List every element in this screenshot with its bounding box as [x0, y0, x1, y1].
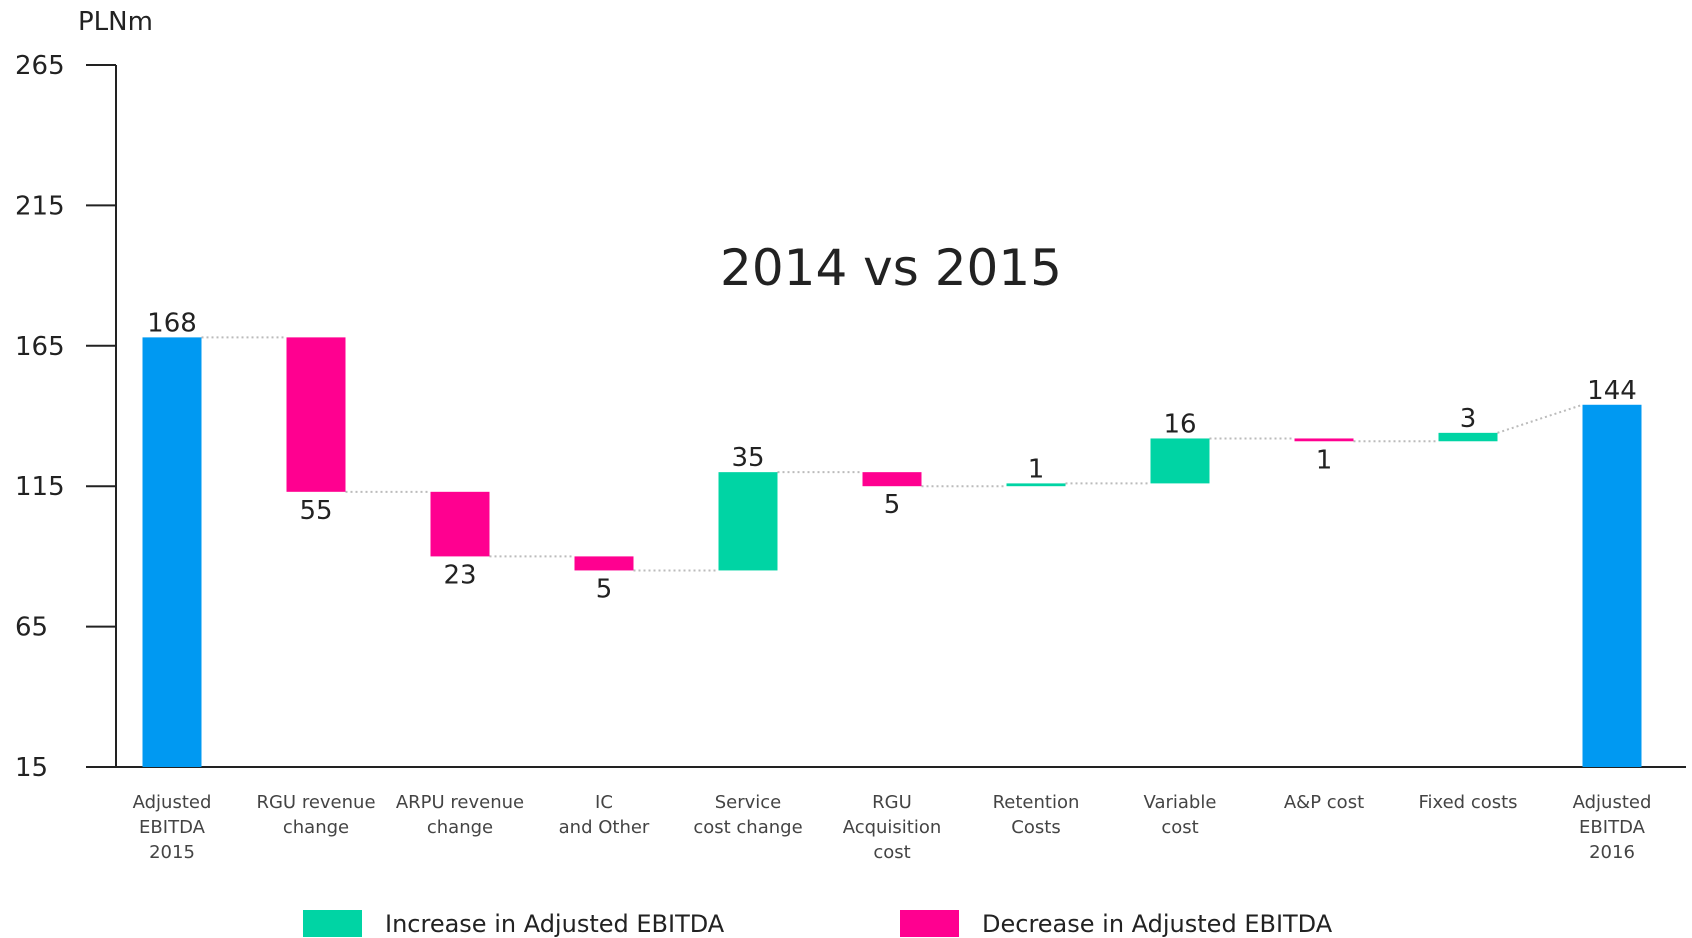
x-tick-label: Service cost change [693, 792, 802, 838]
bar [142, 337, 202, 767]
x-tick-label: Adjusted EBITDA 2016 [1573, 792, 1652, 863]
x-tick-label-line: IC [595, 792, 613, 813]
x-tick-label: A&P cost [1284, 792, 1364, 813]
y-tick-label: 265 [15, 51, 65, 81]
legend-label: Decrease in Adjusted EBITDA [982, 910, 1333, 938]
x-tick-label-line: Adjusted [1573, 792, 1652, 813]
bar [1006, 483, 1066, 487]
x-tick-label-line: cost [873, 842, 910, 863]
x-tick-label: ARPU revenue change [396, 792, 524, 838]
x-tick-label-line: 2015 [149, 842, 195, 863]
x-tick-label-line: Acquisition [843, 817, 942, 838]
y-tick-label: 15 [15, 753, 48, 783]
bar [1150, 438, 1210, 484]
x-tick-label-line: change [427, 817, 493, 838]
y-tick-label: 65 [15, 613, 48, 643]
x-tick-label-line: Adjusted [133, 792, 212, 813]
y-tick-label: 215 [15, 191, 65, 221]
bar [862, 472, 922, 487]
bar [430, 491, 490, 557]
x-tick-label-line: Retention [993, 792, 1080, 813]
x-tick-label-line: EBITDA [1579, 817, 1646, 838]
bar [286, 337, 346, 492]
value-label: 35 [731, 443, 764, 473]
x-tick-label-line: Variable [1144, 792, 1217, 813]
x-tick-label-line: cost [1161, 817, 1198, 838]
x-tick-label: Fixed costs [1418, 792, 1517, 813]
x-tick-label-line: ARPU revenue [396, 792, 524, 813]
x-tick-label-line: 2016 [1589, 842, 1635, 863]
x-tick-label-line: and Other [559, 817, 650, 838]
bar [1294, 438, 1354, 442]
value-label: 1 [1028, 454, 1045, 484]
bar [574, 556, 634, 571]
legend-swatch [900, 910, 959, 937]
value-label: 16 [1163, 409, 1196, 439]
x-tick-label-line: RGU revenue [256, 792, 375, 813]
bar [718, 472, 778, 571]
x-tick-label-line: cost change [693, 817, 802, 838]
legend-label: Increase in Adjusted EBITDA [385, 910, 725, 938]
value-label: 3 [1460, 404, 1477, 434]
x-tick-label: Adjusted EBITDA 2015 [133, 792, 212, 863]
bar [1438, 432, 1498, 442]
x-tick-label: IC and Other [559, 792, 650, 838]
y-axis-label: PLNm [78, 7, 153, 37]
y-tick-label: 165 [15, 332, 65, 362]
bar [1582, 404, 1642, 767]
y-tick-label: 115 [15, 472, 65, 502]
value-label: 23 [443, 560, 476, 590]
value-label: 144 [1587, 376, 1637, 406]
x-tick-label-line: EBITDA [139, 817, 206, 838]
value-label: 5 [884, 490, 901, 520]
value-label: 1 [1316, 445, 1333, 475]
x-tick-label: Retention Costs [993, 792, 1080, 838]
x-tick-label: RGU revenue change [256, 792, 375, 838]
x-tick-label-line: change [283, 817, 349, 838]
legend-swatch [303, 910, 362, 937]
x-tick-label: RGU Acquisition cost [843, 792, 942, 863]
connector [1497, 403, 1583, 434]
value-label: 168 [147, 308, 197, 338]
x-tick-label: Variable cost [1144, 792, 1217, 838]
x-tick-label-line: RGU [872, 792, 912, 813]
value-label: 55 [299, 496, 332, 526]
x-tick-label-line: Service [715, 792, 782, 813]
x-tick-label-line: A&P cost [1284, 792, 1364, 813]
x-tick-label-line: Fixed costs [1418, 792, 1517, 813]
chart-title: 2014 vs 2015 [720, 239, 1062, 297]
value-label: 5 [596, 574, 613, 604]
x-tick-label-line: Costs [1011, 817, 1060, 838]
